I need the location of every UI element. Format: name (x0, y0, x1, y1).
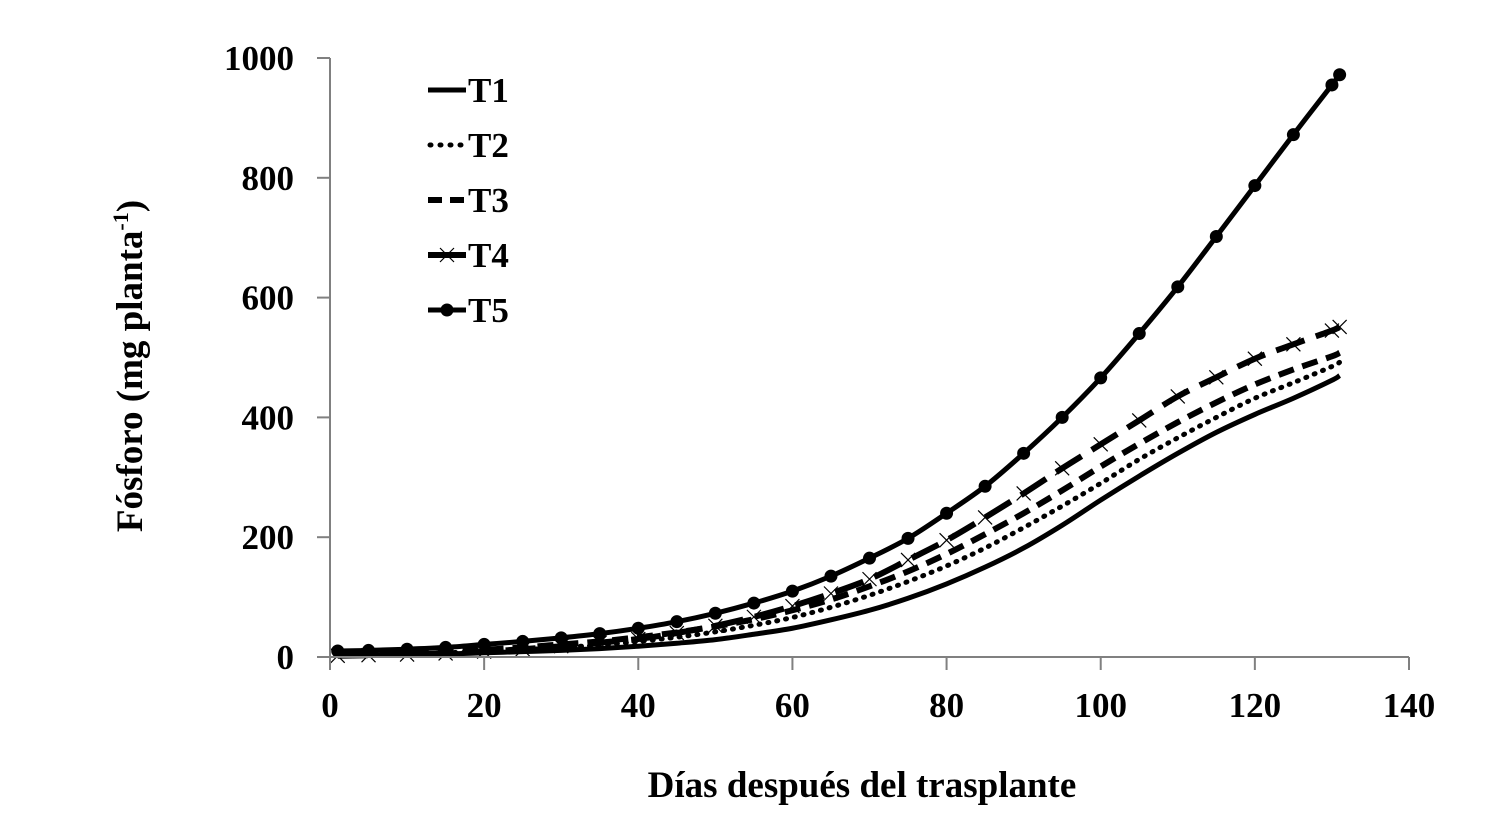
circle-marker (439, 640, 453, 654)
x-axis-title: Días después del trasplante (648, 765, 1077, 806)
series-line (337, 73, 1342, 654)
y-tick-label: 0 (277, 638, 295, 677)
x-tick-label: 60 (775, 686, 810, 725)
circle-marker (331, 644, 345, 658)
circle-marker (631, 621, 645, 635)
series-t2 (335, 359, 1343, 658)
y-axis-ticks: 0 200 400 600 800 1000 (224, 39, 330, 677)
circle-marker (1094, 371, 1108, 385)
y-tick-label: 800 (242, 159, 295, 198)
circle-marker (1333, 68, 1347, 82)
legend-label: T2 (468, 126, 509, 165)
x-marker (1208, 369, 1224, 385)
x-marker (862, 571, 877, 587)
circle-marker (747, 596, 761, 610)
circle-marker (362, 643, 376, 657)
circle-marker (477, 637, 491, 651)
legend-label: T3 (468, 181, 509, 220)
series-line (337, 324, 1342, 659)
legend-item-t2: T2 (427, 126, 509, 165)
circle-marker (1248, 179, 1262, 193)
legend-label: T5 (468, 291, 509, 330)
x-tick-label: 20 (467, 686, 502, 725)
y-axis-title-main: Fósforo (mg planta (110, 231, 151, 532)
series-t4 (330, 319, 1348, 664)
x-marker (1247, 351, 1263, 367)
x-marker (785, 598, 800, 614)
x-marker (977, 510, 993, 525)
circle-marker (1286, 128, 1300, 142)
circle-marker (1132, 327, 1146, 341)
y-tick-label: 600 (242, 279, 295, 318)
y-tick-label: 400 (242, 398, 295, 437)
x-marker (1093, 436, 1109, 452)
circle-marker (824, 569, 838, 583)
x-marker (1054, 460, 1070, 476)
circle-marker (978, 479, 992, 493)
y-axis-title: Fósforo (mg planta-1) (108, 200, 151, 532)
x-tick-label: 0 (321, 686, 339, 725)
circle-marker (1017, 446, 1031, 460)
x-marker (630, 631, 646, 647)
x-tick-label: 140 (1383, 686, 1436, 725)
circle-marker (708, 606, 722, 620)
circle-marker (785, 584, 799, 598)
x-tick-label: 100 (1074, 686, 1127, 725)
x-marker (939, 532, 954, 548)
legend-item-t1: T1 (428, 71, 509, 110)
plot-area (330, 68, 1348, 664)
x-marker (1332, 319, 1348, 335)
circle-marker (554, 631, 568, 645)
circle-marker (593, 627, 607, 641)
series-line (337, 349, 1342, 658)
x-marker (900, 552, 916, 568)
x-marker (1324, 323, 1340, 338)
x-marker (707, 618, 723, 634)
legend: T1 T2 T3 T4 T5 (427, 71, 509, 330)
series-line (335, 359, 1343, 658)
circle-marker (1325, 78, 1339, 92)
legend-circle-marker (440, 303, 454, 317)
circle-marker (940, 506, 954, 520)
circle-marker (901, 531, 915, 545)
circle-marker (1171, 280, 1185, 294)
legend-x-marker (439, 247, 455, 263)
legend-item-t3: T3 (428, 181, 509, 220)
axes (329, 58, 1409, 658)
y-tick-label: 200 (242, 518, 295, 557)
x-tick-label: 80 (929, 686, 964, 725)
x-marker (746, 609, 762, 625)
x-marker (823, 586, 839, 601)
x-marker (1170, 389, 1186, 404)
x-marker (1131, 412, 1147, 428)
x-tick-label: 40 (621, 686, 656, 725)
legend-label: T1 (468, 71, 509, 110)
y-axis-title-suffix: ) (110, 200, 151, 212)
x-axis-ticks: 0 20 40 60 80 100 120 140 (321, 657, 1435, 725)
series-t5 (331, 68, 1347, 658)
circle-marker (1055, 410, 1069, 424)
circle-marker (1209, 230, 1223, 244)
x-marker (669, 625, 685, 641)
legend-label: T4 (468, 236, 509, 275)
legend-item-t5: T5 (428, 291, 509, 330)
series-t1 (337, 373, 1342, 659)
legend-item-t4: T4 (428, 236, 509, 275)
circle-marker (516, 634, 530, 648)
y-axis-title-superscript: -1 (108, 212, 133, 230)
y-tick-label: 1000 (224, 39, 294, 78)
circle-marker (670, 615, 684, 629)
x-marker (1016, 486, 1032, 501)
circle-marker (400, 642, 414, 656)
circle-marker (863, 551, 876, 565)
x-tick-label: 120 (1229, 686, 1282, 725)
series-t3 (337, 349, 1342, 658)
x-marker (1285, 336, 1301, 352)
series-line (337, 373, 1342, 659)
